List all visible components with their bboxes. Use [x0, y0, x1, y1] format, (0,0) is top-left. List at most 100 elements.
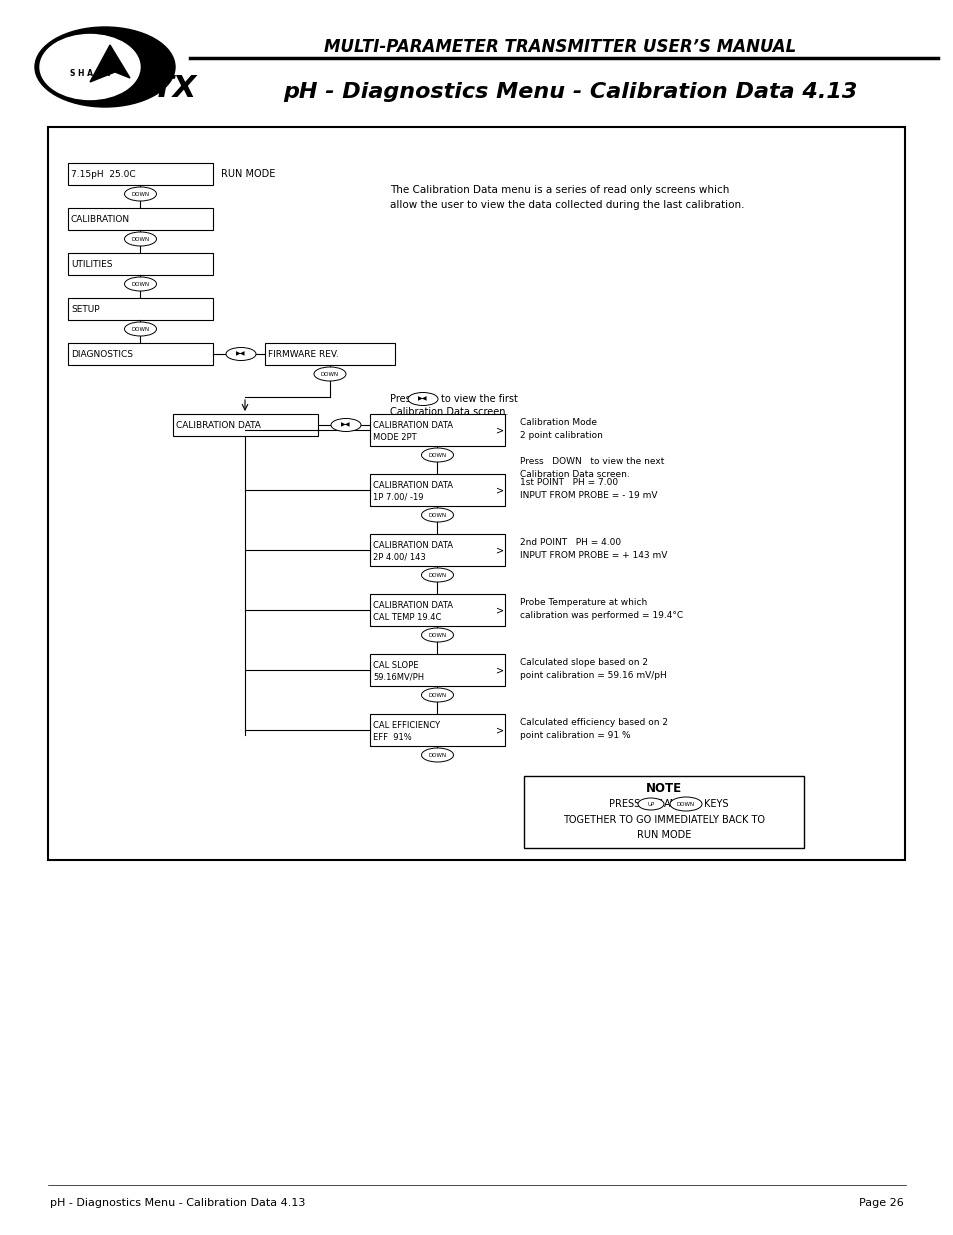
- Text: 59.16MV/PH: 59.16MV/PH: [373, 673, 424, 682]
- Text: Calculated efficiency based on 2: Calculated efficiency based on 2: [519, 718, 667, 726]
- Text: TX: TX: [152, 74, 197, 103]
- Text: UP: UP: [647, 802, 654, 806]
- Ellipse shape: [125, 232, 156, 246]
- Text: DOWN: DOWN: [428, 632, 446, 637]
- Ellipse shape: [421, 629, 453, 642]
- Ellipse shape: [421, 748, 453, 762]
- Text: Calibration Mode: Calibration Mode: [519, 417, 597, 426]
- Text: >: >: [496, 664, 503, 676]
- Text: DOWN: DOWN: [320, 372, 338, 377]
- Text: The Calibration Data menu is a series of read only screens which
allow the user : The Calibration Data menu is a series of…: [390, 185, 743, 210]
- Text: Probe Temperature at which: Probe Temperature at which: [519, 598, 646, 606]
- Ellipse shape: [314, 367, 346, 382]
- Text: 1P 7.00/ -19: 1P 7.00/ -19: [373, 493, 423, 501]
- Text: Calibration Data screen.: Calibration Data screen.: [390, 408, 508, 417]
- Text: NOTE: NOTE: [645, 782, 681, 794]
- Text: Press   DOWN   to view the next: Press DOWN to view the next: [519, 457, 663, 466]
- Text: DOWN: DOWN: [677, 802, 695, 806]
- Text: EFF  91%: EFF 91%: [373, 732, 412, 741]
- FancyBboxPatch shape: [370, 534, 504, 566]
- Text: DOWN: DOWN: [428, 452, 446, 457]
- Text: UTILITIES: UTILITIES: [71, 259, 112, 268]
- Ellipse shape: [638, 798, 663, 810]
- Text: Press: Press: [390, 394, 416, 404]
- Text: DOWN: DOWN: [428, 693, 446, 698]
- Text: >: >: [496, 545, 503, 555]
- Text: 2 point calibration: 2 point calibration: [519, 431, 602, 440]
- Ellipse shape: [35, 27, 174, 107]
- Text: 2P 4.00/ 143: 2P 4.00/ 143: [373, 552, 425, 562]
- Text: MODE 2PT: MODE 2PT: [373, 432, 416, 442]
- Text: DIAGNOSTICS: DIAGNOSTICS: [71, 350, 132, 358]
- Text: calibration was performed = 19.4°C: calibration was performed = 19.4°C: [519, 610, 682, 620]
- Text: SETUP: SETUP: [71, 305, 99, 314]
- Ellipse shape: [125, 277, 156, 291]
- Ellipse shape: [125, 186, 156, 201]
- Text: 2nd POINT   PH = 4.00: 2nd POINT PH = 4.00: [519, 537, 620, 547]
- Text: CALIBRATION DATA: CALIBRATION DATA: [175, 420, 260, 430]
- Text: RUN MODE: RUN MODE: [221, 169, 275, 179]
- Text: pH - Diagnostics Menu - Calibration Data 4.13: pH - Diagnostics Menu - Calibration Data…: [282, 82, 857, 103]
- Text: pH - Diagnostics Menu - Calibration Data 4.13: pH - Diagnostics Menu - Calibration Data…: [50, 1198, 305, 1208]
- Text: point calibration = 91 %: point calibration = 91 %: [519, 730, 630, 740]
- Text: 1st POINT   PH = 7.00: 1st POINT PH = 7.00: [519, 478, 618, 487]
- Ellipse shape: [226, 347, 255, 361]
- Text: >: >: [496, 425, 503, 435]
- Text: Calculated slope based on 2: Calculated slope based on 2: [519, 657, 647, 667]
- FancyBboxPatch shape: [172, 414, 317, 436]
- FancyBboxPatch shape: [0, 0, 953, 120]
- Text: MULTI-PARAMETER TRANSMITTER USER’S MANUAL: MULTI-PARAMETER TRANSMITTER USER’S MANUA…: [323, 38, 796, 56]
- Text: to view the first: to view the first: [440, 394, 517, 404]
- Text: CAL TEMP 19.4C: CAL TEMP 19.4C: [373, 613, 441, 621]
- Text: KEYS: KEYS: [703, 799, 728, 809]
- Text: DOWN: DOWN: [132, 326, 150, 331]
- Ellipse shape: [421, 508, 453, 522]
- Text: >: >: [496, 725, 503, 735]
- Ellipse shape: [421, 688, 453, 701]
- FancyBboxPatch shape: [370, 594, 504, 626]
- FancyBboxPatch shape: [68, 343, 213, 366]
- Text: DOWN: DOWN: [132, 236, 150, 242]
- Text: CAL SLOPE: CAL SLOPE: [373, 661, 418, 669]
- Text: DOWN: DOWN: [428, 752, 446, 757]
- Ellipse shape: [669, 797, 701, 811]
- Text: DOWN: DOWN: [428, 573, 446, 578]
- FancyBboxPatch shape: [68, 207, 213, 230]
- Text: >: >: [496, 485, 503, 495]
- Text: Page 26: Page 26: [859, 1198, 903, 1208]
- Text: CALIBRATION DATA: CALIBRATION DATA: [373, 541, 453, 550]
- Text: S H A R K: S H A R K: [70, 68, 110, 78]
- FancyBboxPatch shape: [68, 298, 213, 320]
- FancyBboxPatch shape: [48, 127, 904, 860]
- FancyBboxPatch shape: [370, 714, 504, 746]
- Text: INPUT FROM PROBE = - 19 mV: INPUT FROM PROBE = - 19 mV: [519, 490, 657, 499]
- Text: CALIBRATION DATA: CALIBRATION DATA: [373, 480, 453, 490]
- Text: DOWN: DOWN: [132, 282, 150, 287]
- FancyBboxPatch shape: [370, 414, 504, 446]
- Ellipse shape: [408, 393, 437, 405]
- Ellipse shape: [40, 35, 140, 100]
- Text: AND: AND: [663, 799, 685, 809]
- Text: point calibration = 59.16 mV/pH: point calibration = 59.16 mV/pH: [519, 671, 666, 679]
- Text: ▶◀: ▶◀: [341, 422, 351, 427]
- Text: CAL EFFICIENCY: CAL EFFICIENCY: [373, 721, 439, 730]
- Polygon shape: [90, 44, 130, 82]
- Ellipse shape: [331, 419, 360, 431]
- FancyBboxPatch shape: [68, 163, 213, 185]
- Text: ▶◀: ▶◀: [236, 352, 246, 357]
- FancyBboxPatch shape: [370, 655, 504, 685]
- Text: DOWN: DOWN: [428, 513, 446, 517]
- Ellipse shape: [125, 322, 156, 336]
- Text: PRESS THE: PRESS THE: [608, 799, 662, 809]
- FancyBboxPatch shape: [523, 776, 803, 848]
- Text: >: >: [496, 605, 503, 615]
- Ellipse shape: [421, 448, 453, 462]
- Text: RUN MODE: RUN MODE: [637, 830, 691, 840]
- Text: 7.15pH  25.0C: 7.15pH 25.0C: [71, 169, 135, 179]
- FancyBboxPatch shape: [265, 343, 395, 366]
- Text: TOGETHER TO GO IMMEDIATELY BACK TO: TOGETHER TO GO IMMEDIATELY BACK TO: [562, 815, 764, 825]
- Ellipse shape: [421, 568, 453, 582]
- Text: CALIBRATION: CALIBRATION: [71, 215, 130, 224]
- Text: INPUT FROM PROBE = + 143 mV: INPUT FROM PROBE = + 143 mV: [519, 551, 667, 559]
- Text: Calibration Data screen.: Calibration Data screen.: [519, 469, 629, 478]
